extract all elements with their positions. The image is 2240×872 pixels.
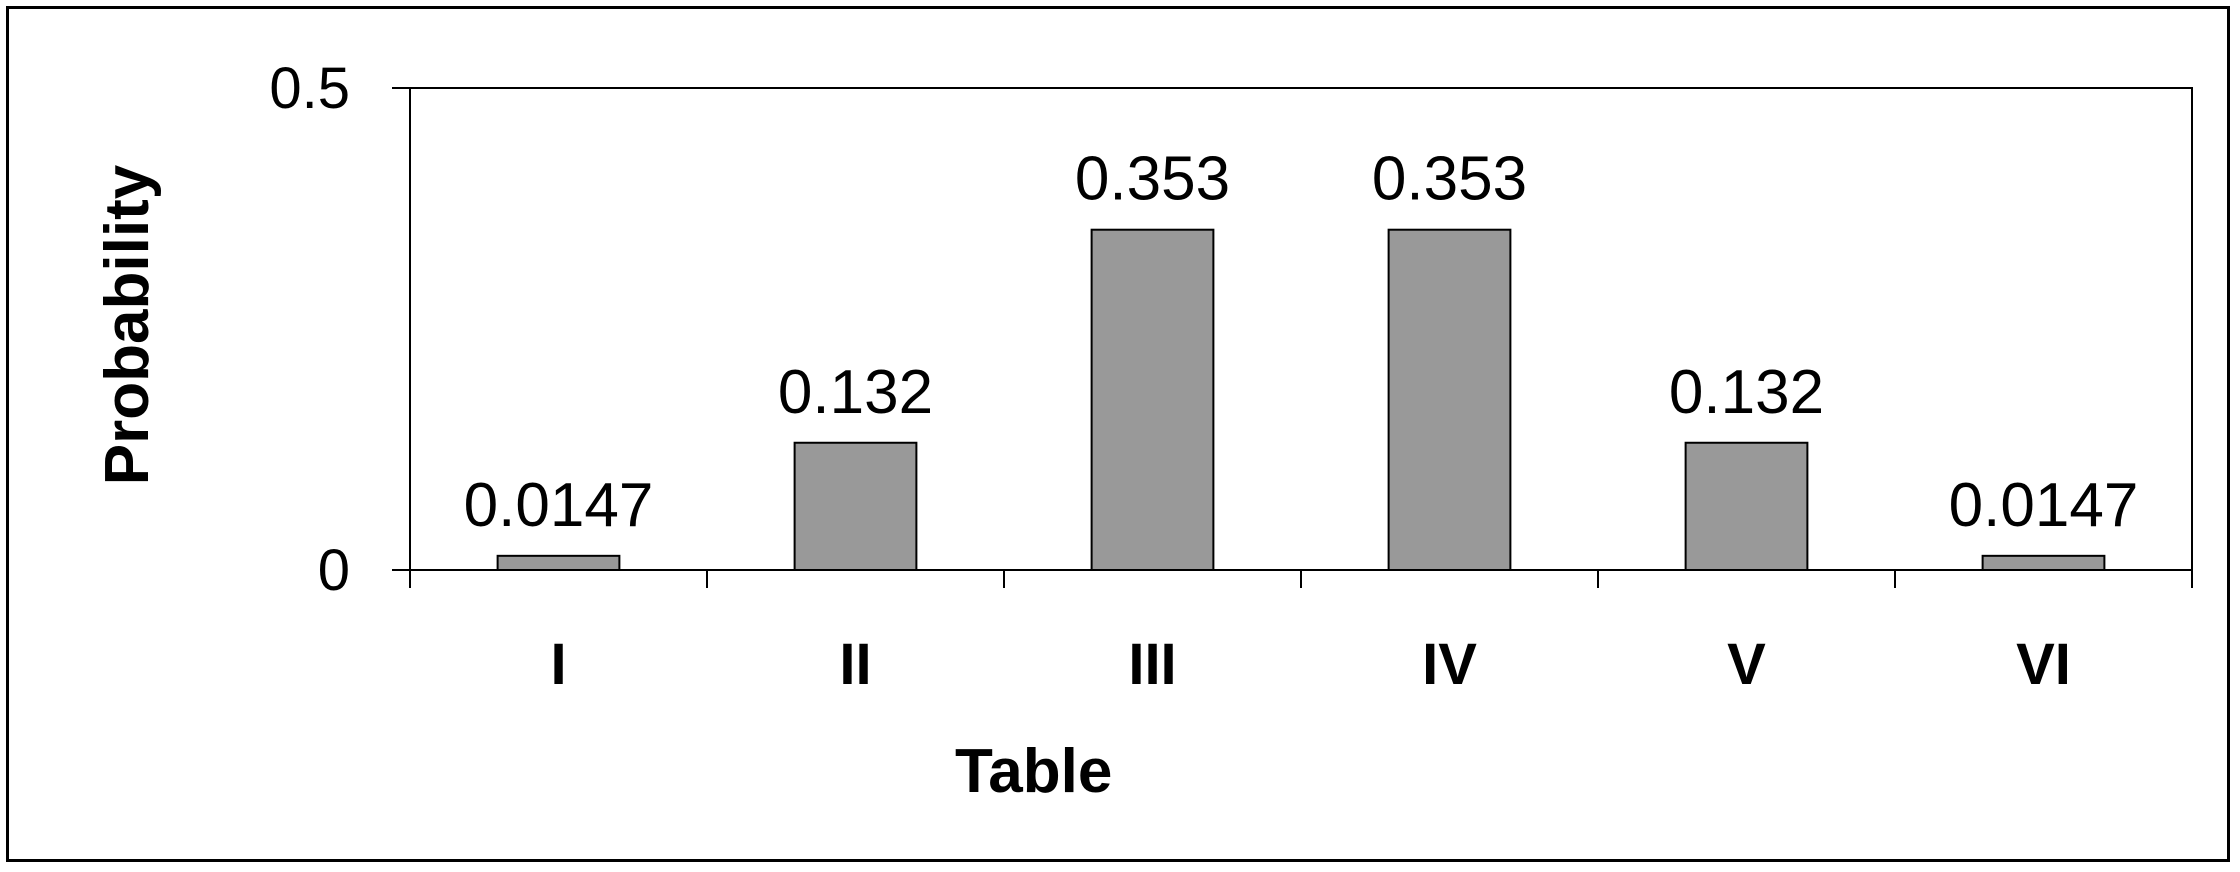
bar xyxy=(1387,228,1512,571)
bar xyxy=(793,441,918,572)
x-tick-label: II xyxy=(839,632,871,697)
category-labels: I II III IV V VI xyxy=(550,632,2070,697)
data-label: 0.353 xyxy=(1075,145,1230,214)
data-label: 0.132 xyxy=(778,358,933,427)
y-axis-title: Probability xyxy=(93,164,162,485)
data-label: 0.132 xyxy=(1669,358,1824,427)
x-tick-label: V xyxy=(1727,632,1766,697)
data-label: 0.353 xyxy=(1372,145,1527,214)
x-tick-label: VI xyxy=(2016,632,2071,697)
bar xyxy=(496,554,621,572)
axis-ticks: 00.5 xyxy=(269,56,2193,603)
plot-area xyxy=(409,87,2193,571)
data-label: 0.0147 xyxy=(464,471,654,540)
data-label: 0.0147 xyxy=(1949,471,2139,540)
y-tick-label: 0.5 xyxy=(269,56,350,121)
x-tick-label: III xyxy=(1128,632,1176,697)
y-tick-label: 0 xyxy=(318,538,350,603)
x-axis-title: Table xyxy=(955,737,1112,806)
bar xyxy=(1684,441,1809,572)
bar xyxy=(1090,228,1215,571)
data-labels: 0.0147 0.132 0.353 0.353 0.132 0.0147 xyxy=(464,145,2139,540)
x-tick-label: I xyxy=(550,632,566,697)
bars xyxy=(496,228,2106,572)
bar xyxy=(1981,554,2106,572)
x-tick-label: IV xyxy=(1422,632,1477,697)
